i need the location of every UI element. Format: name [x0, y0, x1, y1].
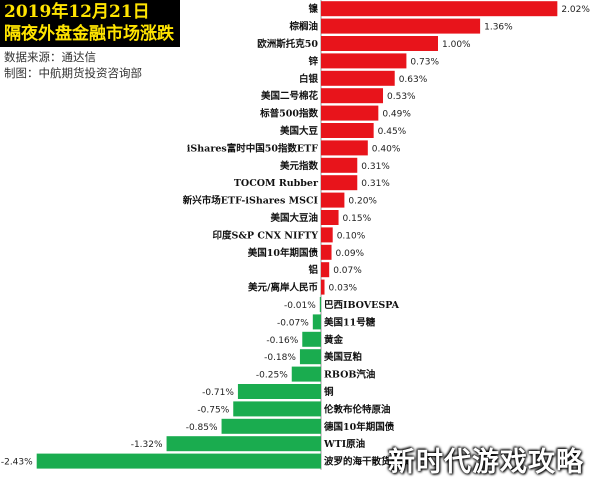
value-label: -0.18%	[264, 353, 296, 363]
value-label: 0.09%	[336, 249, 365, 259]
bar	[321, 175, 358, 191]
value-label: 0.49%	[382, 110, 411, 120]
bar	[319, 297, 321, 312]
value-label: 0.03%	[329, 284, 358, 294]
category-label: WTI原油	[323, 438, 365, 450]
value-label: 1.00%	[442, 40, 471, 50]
category-label: 标普500指数	[259, 108, 318, 120]
bar	[36, 453, 321, 469]
bar	[237, 384, 321, 399]
category-label: RBOB汽油	[324, 369, 375, 381]
category-label: 巴西IBOVESPA	[324, 300, 400, 311]
value-label: 0.45%	[378, 127, 407, 137]
bar	[302, 331, 321, 347]
category-label: 美国大豆	[279, 125, 319, 137]
title-date: 2019年12月21日	[4, 2, 150, 22]
category-label: 镍	[308, 3, 318, 15]
category-label: 新兴市场ETF-iShares MSCI	[183, 195, 319, 207]
category-label: TOCOM Rubber	[234, 178, 319, 189]
category-label: 美国二号棉花	[260, 90, 319, 102]
bar	[166, 436, 321, 452]
category-label: iShares富时中国50指数ETF	[187, 142, 318, 154]
value-label: 0.63%	[399, 75, 428, 85]
value-label: -1.32%	[131, 440, 163, 450]
value-label: 0.73%	[410, 57, 439, 67]
bar	[321, 36, 438, 51]
value-label: -0.16%	[266, 336, 298, 346]
bar	[321, 1, 558, 17]
category-label: 欧洲斯托克50	[257, 38, 318, 50]
bar	[321, 18, 481, 34]
value-label: 0.07%	[333, 266, 362, 276]
bar	[299, 349, 321, 365]
value-label: 0.31%	[361, 179, 390, 189]
bar	[321, 244, 332, 260]
bar	[321, 157, 358, 173]
category-label: 美国豆粕	[323, 351, 362, 363]
value-label: -2.43%	[1, 458, 33, 468]
bar	[321, 192, 345, 208]
bar	[291, 366, 321, 382]
category-label: 铝	[308, 264, 318, 276]
category-label: 美国大豆油	[269, 212, 318, 224]
value-label: -0.07%	[277, 318, 309, 328]
category-label: 锌	[308, 55, 318, 67]
category-label: 棕榈油	[288, 21, 318, 33]
bars-group: 镍 2.02% 棕榈油 1.36% 欧洲斯托克50 1.00% 锌 0.73% 白银 0.63% 美…	[1, 1, 590, 469]
value-label: -0.71%	[202, 388, 234, 398]
value-label: 0.20%	[348, 197, 377, 207]
data-source-text: 数据来源：通达信	[4, 50, 96, 64]
category-label: 美元/离岸人民币	[247, 282, 318, 294]
category-label: 美元指数	[279, 160, 319, 172]
chart-title-box: 2019年12月21日 隔夜外盘金融市场涨跌	[0, 0, 180, 47]
category-label: 波罗的海干散货指数	[324, 456, 410, 468]
bar	[321, 70, 395, 86]
bar	[321, 262, 330, 278]
bar	[312, 314, 321, 330]
bar	[321, 123, 374, 138]
watermark-text: 新时代游戏攻略	[388, 447, 584, 478]
category-label: 德国10年期国债	[324, 421, 395, 433]
category-label: 白银	[299, 73, 319, 85]
bar	[321, 88, 384, 104]
bar	[233, 401, 321, 417]
category-label: 黄金	[324, 334, 344, 346]
value-label: 0.31%	[361, 162, 390, 172]
value-label: -0.25%	[256, 371, 288, 381]
category-label: 美国10年期国债	[247, 247, 319, 259]
bar	[221, 418, 321, 434]
value-label: 0.15%	[343, 214, 372, 224]
value-label: 1.36%	[484, 23, 513, 33]
bar	[321, 140, 368, 156]
value-label: 0.10%	[337, 231, 366, 241]
bar	[321, 53, 407, 69]
value-label: -0.85%	[186, 423, 218, 433]
category-label: 铜	[324, 386, 334, 398]
bar	[321, 227, 333, 243]
category-label: 伦敦布伦特原油	[324, 403, 391, 415]
title-text: 隔夜外盘金融市场涨跌	[4, 24, 174, 44]
value-label: 0.40%	[372, 144, 401, 154]
bar	[321, 210, 339, 225]
bar	[321, 105, 379, 121]
category-label: 美国11号糖	[323, 316, 376, 328]
value-label: 2.02%	[561, 5, 590, 15]
value-label: -0.01%	[284, 301, 316, 311]
value-label: -0.75%	[197, 405, 229, 415]
value-label: 0.53%	[387, 92, 416, 102]
category-label: 印度S&P CNX NIFTY	[212, 229, 318, 241]
chart-maker-text: 制图：中航期货投资咨询部	[4, 66, 142, 80]
bar	[321, 279, 325, 295]
